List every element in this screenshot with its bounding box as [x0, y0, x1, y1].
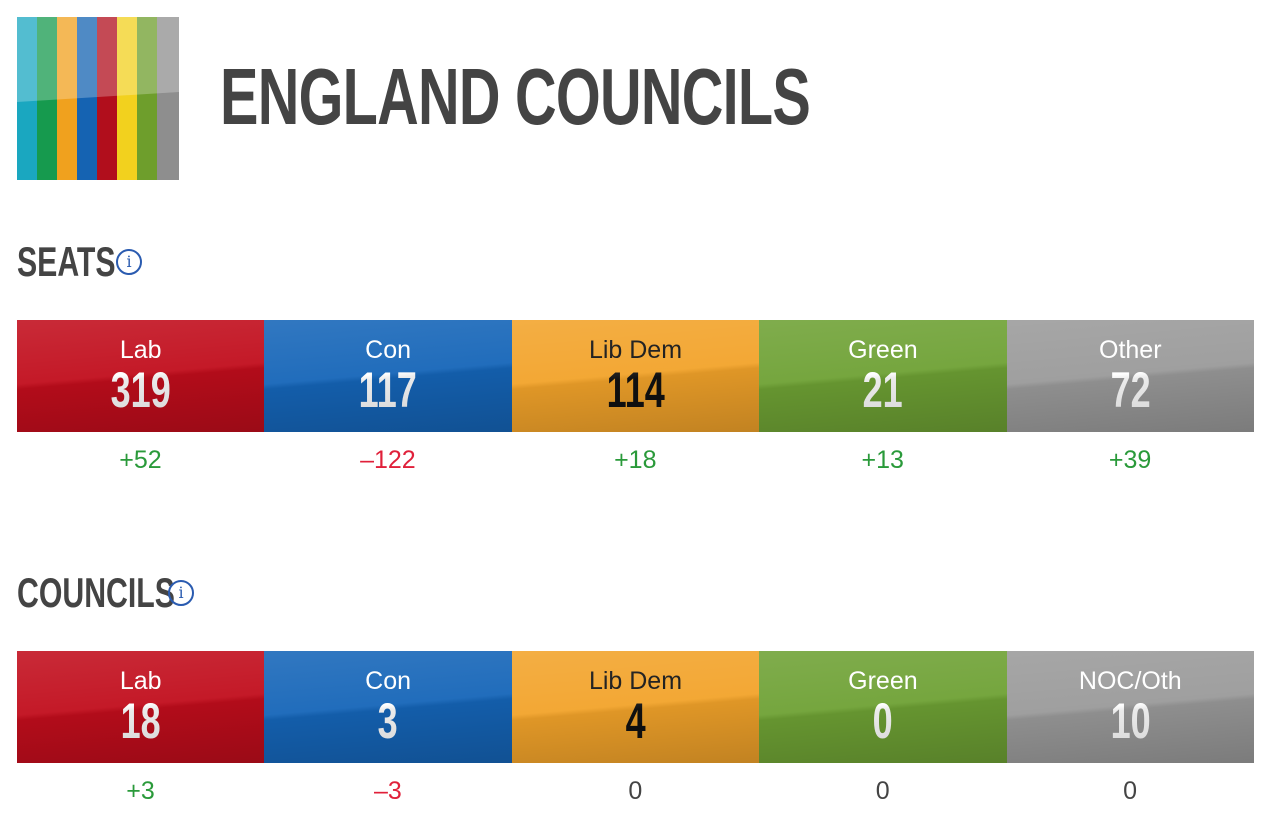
- party-change: –3: [373, 777, 402, 805]
- party-name: Lab: [119, 667, 162, 695]
- party-value: 72: [1110, 362, 1151, 418]
- party-value: 21: [862, 362, 903, 418]
- party-value: 3: [378, 693, 399, 749]
- party-segment: Lib Dem 114: [511, 320, 760, 432]
- party-name: NOC/Oth: [1078, 667, 1182, 695]
- party-change: +13: [861, 446, 904, 474]
- party-segment: Other 72: [1006, 320, 1254, 432]
- party-name: Green: [848, 667, 918, 695]
- party-segment: Lab 319: [17, 320, 265, 432]
- page-title: ENGLAND COUNCILS: [220, 52, 811, 141]
- party-value: 319: [110, 362, 171, 418]
- logo: [17, 17, 179, 180]
- party-change: 0: [875, 777, 890, 805]
- party-name: Con: [365, 667, 412, 695]
- party-name: Lib Dem: [588, 336, 683, 364]
- party-value: 114: [606, 362, 665, 418]
- party-change: 0: [1123, 777, 1138, 805]
- party-change: –122: [360, 446, 416, 474]
- party-name: Lib Dem: [588, 667, 683, 695]
- party-name: Green: [848, 336, 918, 364]
- party-segment: Con 3: [264, 651, 512, 763]
- info-icon[interactable]: i: [168, 580, 194, 606]
- party-value: 18: [120, 693, 161, 749]
- party-name: Other: [1099, 336, 1162, 364]
- party-value: 0: [872, 693, 893, 749]
- section-title: COUNCILS: [17, 569, 175, 616]
- party-value: 10: [1110, 693, 1151, 749]
- party-segment: Green 0: [759, 651, 1007, 763]
- party-name: Con: [365, 336, 412, 364]
- party-change: +18: [614, 446, 657, 474]
- party-segment: Green 21: [759, 320, 1007, 432]
- party-value: 117: [359, 362, 418, 418]
- party-segment: Lib Dem 4: [511, 651, 760, 763]
- party-change: +52: [119, 446, 162, 474]
- info-icon[interactable]: i: [116, 249, 142, 275]
- party-segment: Lab 18: [17, 651, 265, 763]
- party-value: 4: [625, 693, 646, 749]
- party-change: +3: [126, 777, 155, 805]
- party-name: Lab: [119, 336, 162, 364]
- section-title: SEATS: [17, 238, 116, 285]
- party-segment: Con 117: [264, 320, 512, 432]
- party-change: +39: [1108, 446, 1152, 474]
- party-change: 0: [628, 777, 643, 805]
- party-segment: NOC/Oth 10: [1006, 651, 1254, 763]
